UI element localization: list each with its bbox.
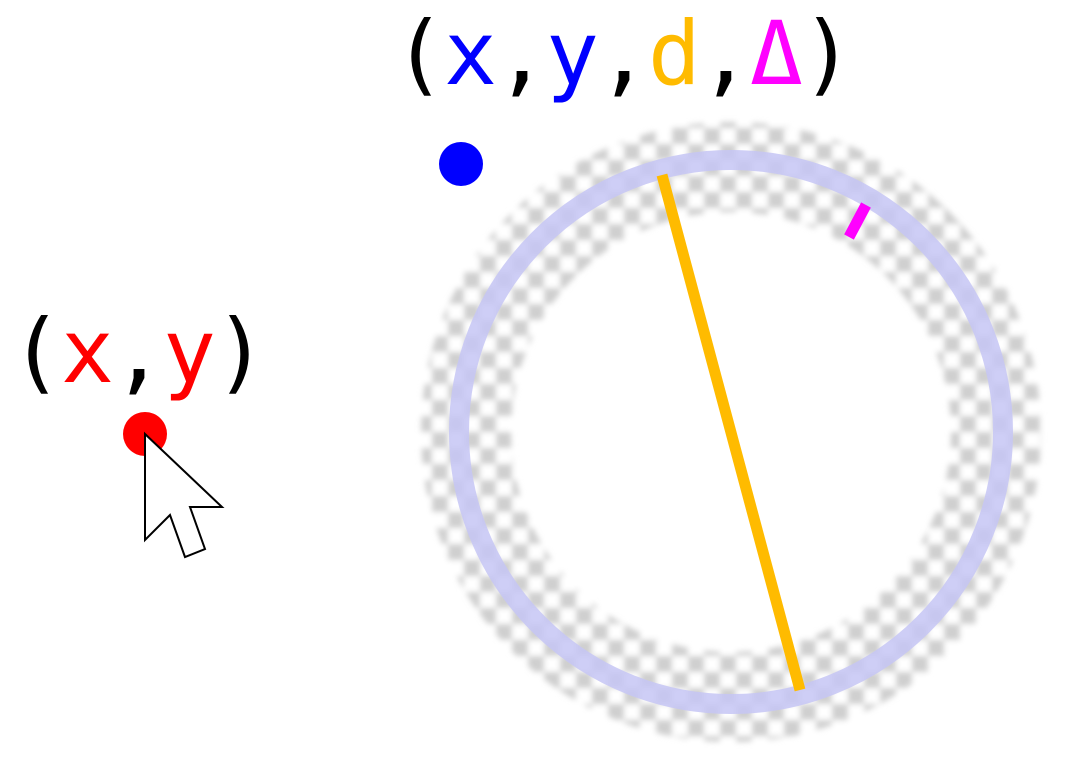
delta-label: Δ [749,2,803,105]
comma: , [698,2,752,105]
delta-tick [844,202,871,240]
circle-center-point [439,142,483,186]
close-paren: ) [213,300,267,403]
x-label: x [60,300,114,403]
cursor-coordinate-label: (x,y) [10,308,267,396]
open-paren: ( [393,2,446,105]
target-circle [449,150,1013,714]
close-paren: ) [800,2,854,105]
diameter-line [656,173,806,692]
comma: , [111,300,165,403]
comma: , [494,2,548,105]
comma: , [596,2,650,105]
x-label: x [443,2,497,105]
d-label: d [647,2,701,105]
circle-parameter-label: (x,y,d,Δ) [393,10,854,98]
y-label: y [162,300,216,403]
mouse-pointer-arrow-icon [144,431,225,559]
y-label: y [545,2,599,105]
open-paren: ( [10,300,63,403]
